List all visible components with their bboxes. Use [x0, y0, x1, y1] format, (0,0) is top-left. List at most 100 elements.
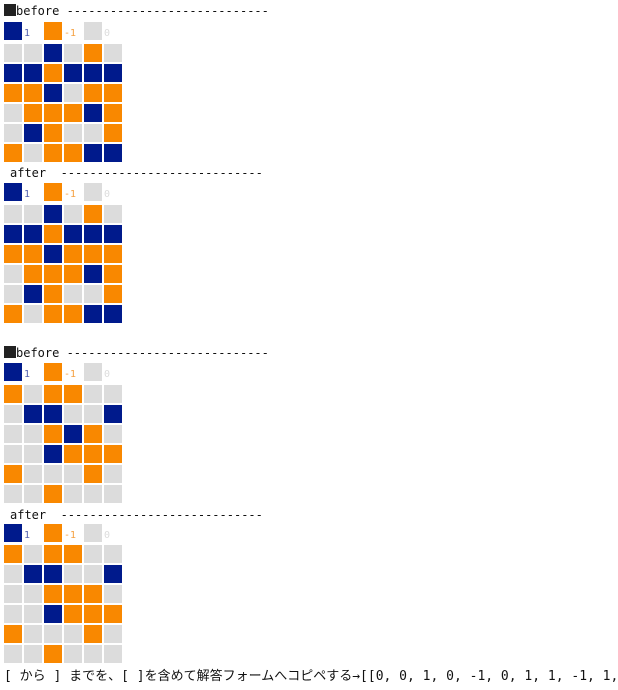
grid-cell [44, 625, 62, 643]
square-bullet-icon [4, 346, 16, 358]
legend: 1 -1 0 [4, 524, 134, 544]
grid-cell [84, 565, 102, 583]
grid-cell [84, 84, 102, 102]
grid-cell [104, 245, 122, 263]
grid-cell [24, 84, 42, 102]
grid-cell [44, 225, 62, 243]
grid-cell [84, 124, 102, 142]
grid-cell [24, 465, 42, 483]
grid-cell [104, 84, 122, 102]
grid-cell [4, 405, 22, 423]
grid-cell [4, 245, 22, 263]
grid-cell [84, 245, 102, 263]
grid-cell [84, 385, 102, 403]
grid-cell [84, 225, 102, 243]
grid-cell [64, 144, 82, 162]
grid-cell [4, 545, 22, 563]
grid-cell [24, 585, 42, 603]
grid-cell [104, 425, 122, 443]
grid-cell [64, 265, 82, 283]
before-heading-1: before ---------------------------- [4, 4, 269, 18]
grid-cell [84, 465, 102, 483]
grid-cell [24, 44, 42, 62]
grid-cell [64, 385, 82, 403]
grid-cell [84, 144, 102, 162]
grid-cell [4, 104, 22, 122]
grid-cell [4, 485, 22, 503]
grid-cell [44, 205, 62, 223]
grid-cell [24, 104, 42, 122]
grid-cell [44, 545, 62, 563]
legend-swatch [44, 22, 62, 40]
grid-cell [44, 124, 62, 142]
grid-cell [84, 285, 102, 303]
grid-cell [4, 625, 22, 643]
legend-label: -1 [64, 530, 77, 541]
grid-cell [24, 545, 42, 563]
legend-label: 1 [24, 369, 31, 380]
grid-cell [24, 645, 42, 663]
grid-cell [64, 645, 82, 663]
grid-cell [84, 425, 102, 443]
grid-cell [4, 305, 22, 323]
grid-cell [64, 285, 82, 303]
grid-cell [64, 84, 82, 102]
grid-cell [4, 565, 22, 583]
grid-cell [64, 405, 82, 423]
grid-cell [44, 425, 62, 443]
grid-cell [104, 285, 122, 303]
grid-cell [44, 605, 62, 623]
legend-swatch [4, 363, 22, 381]
grid-after-1 [4, 205, 124, 325]
grid-cell [84, 104, 102, 122]
legend-swatch [4, 524, 22, 542]
grid-cell [104, 605, 122, 623]
grid-cell [84, 605, 102, 623]
grid-cell [84, 305, 102, 323]
grid-cell [44, 84, 62, 102]
grid-cell [104, 144, 122, 162]
grid-cell [104, 385, 122, 403]
grid-cell [64, 425, 82, 443]
grid-cell [104, 645, 122, 663]
grid-cell [24, 565, 42, 583]
grid-cell [104, 265, 122, 283]
grid-cell [104, 445, 122, 463]
legend-label: -1 [64, 28, 77, 39]
legend-label: -1 [64, 189, 77, 200]
after-label: after ---------------------------- [10, 508, 263, 522]
grid-cell [44, 645, 62, 663]
legend-label: 0 [104, 189, 111, 200]
grid-cell [24, 225, 42, 243]
legend-label: 1 [24, 28, 31, 39]
grid-after-2 [4, 545, 124, 665]
grid-cell [24, 485, 42, 503]
grid-cell [84, 445, 102, 463]
grid-cell [24, 425, 42, 443]
legend-label: 1 [24, 530, 31, 541]
grid-cell [44, 285, 62, 303]
legend-label: 0 [104, 369, 111, 380]
grid-cell [24, 285, 42, 303]
square-bullet-icon [4, 4, 16, 16]
legend-swatch [84, 183, 102, 201]
grid-cell [104, 225, 122, 243]
grid-cell [84, 485, 102, 503]
grid-cell [4, 285, 22, 303]
legend-label: -1 [64, 369, 77, 380]
grid-cell [64, 124, 82, 142]
legend-swatch [4, 183, 22, 201]
grid-cell [84, 405, 102, 423]
grid-cell [104, 104, 122, 122]
grid-cell [4, 64, 22, 82]
grid-cell [64, 625, 82, 643]
grid-cell [64, 485, 82, 503]
grid-cell [4, 425, 22, 443]
grid-cell [4, 144, 22, 162]
grid-cell [24, 405, 42, 423]
after-heading-2: after ---------------------------- [10, 508, 263, 522]
grid-cell [24, 625, 42, 643]
grid-cell [24, 205, 42, 223]
grid-cell [44, 245, 62, 263]
grid-cell [24, 445, 42, 463]
